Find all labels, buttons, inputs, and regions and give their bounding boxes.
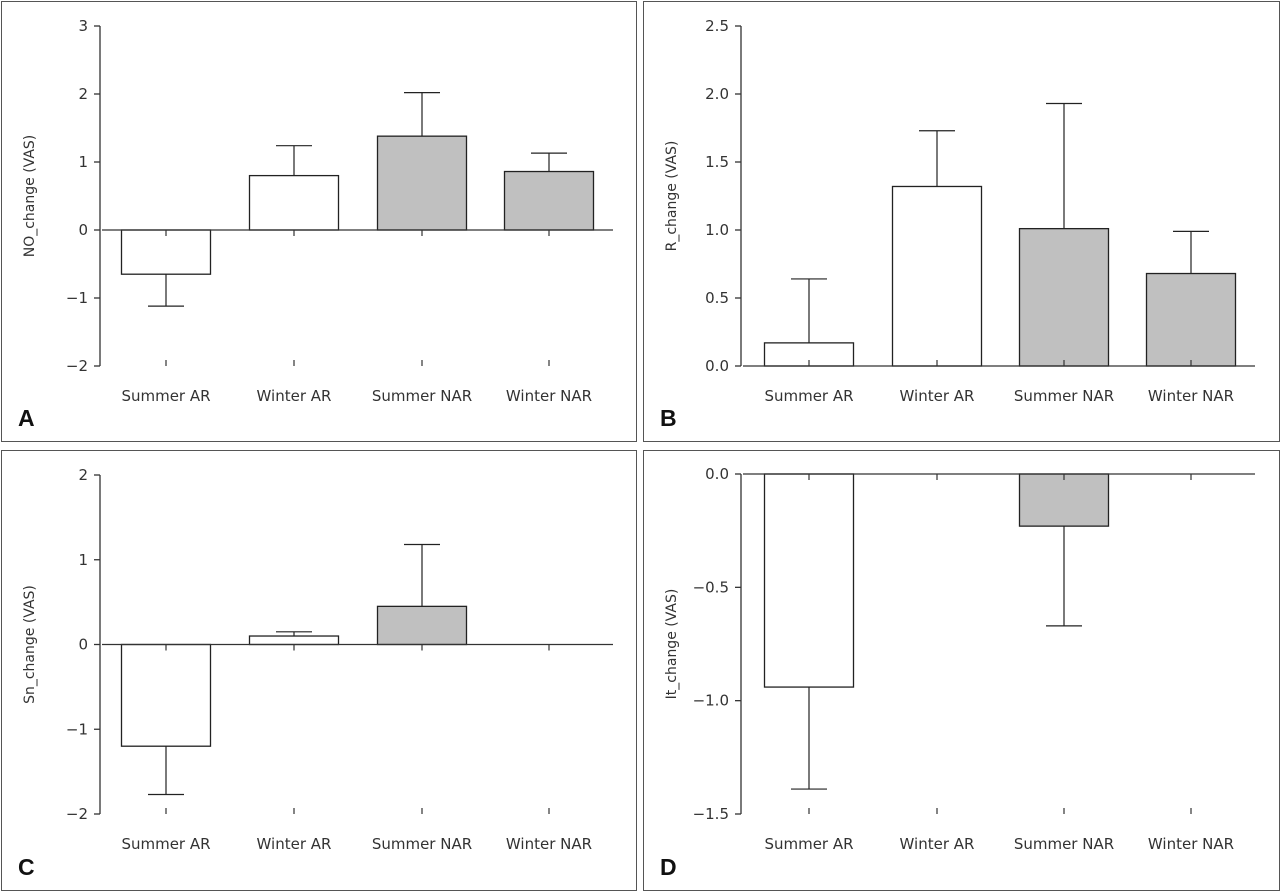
y-axis-title-a: NO_change (VAS)	[22, 135, 38, 258]
panel-letter-d: D	[660, 854, 677, 880]
category-label-c: Summer NAR	[372, 835, 472, 853]
y-tick-label-a: 2	[78, 85, 88, 103]
y-tick-label-d: −0.5	[693, 578, 729, 596]
panel-letter-a: A	[18, 405, 35, 431]
y-tick-label-d: −1.5	[693, 805, 729, 823]
bar-chart-c: 2 1 0 −1 −2 Summer AR Winter AR Summer NAR Winte…	[18, 466, 613, 880]
category-label-b: Summer AR	[764, 387, 853, 405]
y-tick-label-b: 2.0	[705, 85, 729, 103]
category-label-c: Summer AR	[121, 835, 210, 853]
bar-b-4	[1145, 272, 1237, 367]
y-axis-title-b: R_change (VAS)	[664, 141, 680, 252]
y-tick-label-a: −2	[66, 357, 88, 375]
chart-panel-a: 3 2 1 0 −1 −2 Summer AR Winter AR Summer NAR Wint…	[1, 1, 637, 442]
y-tick-label-b: 1.5	[705, 153, 729, 171]
y-tick-label-b: 0.0	[705, 357, 729, 375]
category-label-d: Summer NAR	[1014, 835, 1114, 853]
bar-d-1	[763, 473, 855, 688]
category-label-d: Summer AR	[764, 835, 853, 853]
category-label-c: Winter AR	[257, 835, 332, 853]
bar-d-3	[1018, 473, 1110, 527]
y-tick-label-b: 2.5	[705, 17, 729, 35]
category-label-a: Summer NAR	[372, 387, 472, 405]
bar-b-3	[1018, 227, 1110, 367]
chart-panel-d: 0.0 −0.5 −1.0 −1.5 Summer AR Winter AR Summer …	[643, 450, 1280, 891]
bar-chart-b: 2.5 2.0 1.5 1.0 0.5 0.0 Summer AR Winter AR Summ…	[660, 17, 1255, 431]
y-tick-label-a: 0	[78, 221, 88, 239]
category-label-a: Winter AR	[257, 387, 332, 405]
y-tick-label-a: 3	[78, 17, 88, 35]
y-tick-label-a: −1	[66, 289, 88, 307]
category-label-d: Winter AR	[900, 835, 975, 853]
bar-c-1	[120, 643, 212, 747]
y-tick-label-d: −1.0	[693, 692, 729, 710]
bar-b-2	[891, 185, 983, 367]
y-tick-label-c: −2	[66, 805, 88, 823]
y-axis-title-c: Sn_change (VAS)	[22, 585, 38, 704]
y-tick-label-c: −1	[66, 720, 88, 738]
chart-panel-c: 2 1 0 −1 −2 Summer AR Winter AR Summer NAR Winte…	[1, 450, 637, 891]
bar-a-2	[248, 174, 340, 231]
panel-letter-c: C	[18, 854, 35, 880]
bar-c-2	[248, 635, 340, 646]
category-label-a: Winter NAR	[506, 387, 592, 405]
bar-a-3	[376, 135, 468, 231]
category-label-d: Winter NAR	[1148, 835, 1234, 853]
panel-letter-b: B	[660, 405, 677, 431]
category-label-a: Summer AR	[121, 387, 210, 405]
y-axis-title-d: It_change (VAS)	[664, 589, 680, 700]
category-label-b: Winter NAR	[1148, 387, 1234, 405]
bar-a-1	[120, 229, 212, 275]
chart-panel-b: 2.5 2.0 1.5 1.0 0.5 0.0 Summer AR Winter AR Summ…	[643, 1, 1280, 442]
category-label-c: Winter NAR	[506, 835, 592, 853]
y-tick-label-c: 1	[78, 551, 88, 569]
bar-c-3	[376, 605, 468, 646]
y-tick-label-c: 2	[78, 466, 88, 484]
y-tick-label-a: 1	[78, 153, 88, 171]
category-label-b: Summer NAR	[1014, 387, 1114, 405]
bar-chart-d: 0.0 −0.5 −1.0 −1.5 Summer AR Winter AR Summer …	[660, 465, 1255, 880]
bar-chart-a: 3 2 1 0 −1 −2 Summer AR Winter AR Summer NAR Wint…	[18, 17, 613, 431]
bar-a-4	[503, 170, 595, 231]
category-label-b: Winter AR	[900, 387, 975, 405]
y-tick-label-b: 0.5	[705, 289, 729, 307]
y-tick-label-c: 0	[78, 636, 88, 654]
y-tick-label-d: 0.0	[705, 465, 729, 483]
y-tick-label-b: 1.0	[705, 221, 729, 239]
